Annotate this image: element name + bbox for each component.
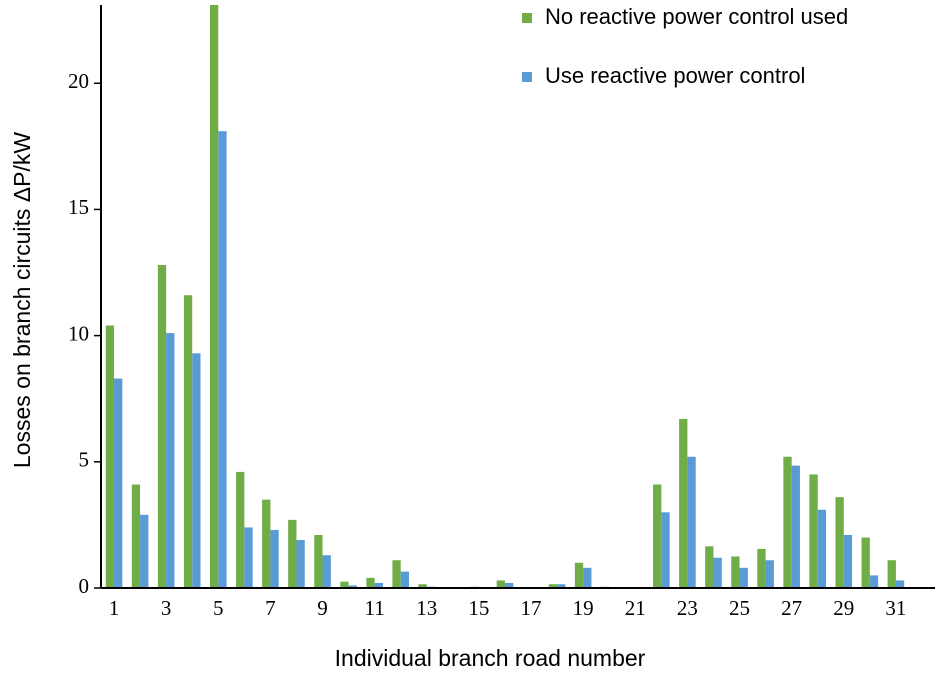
bar bbox=[557, 584, 566, 588]
legend-swatch bbox=[522, 72, 532, 82]
bar bbox=[270, 529, 279, 588]
x-tick-label: 11 bbox=[365, 596, 385, 620]
bar bbox=[869, 575, 879, 588]
bar bbox=[105, 325, 115, 588]
x-tick-label: 9 bbox=[317, 596, 328, 620]
bar bbox=[731, 556, 740, 588]
legend-label: Use reactive power control bbox=[545, 63, 805, 88]
bar bbox=[705, 546, 714, 588]
x-tick-label: 31 bbox=[885, 596, 906, 620]
bar bbox=[236, 471, 245, 588]
x-axis-title: Individual branch road number bbox=[335, 645, 646, 671]
x-tick-label: 17 bbox=[521, 596, 542, 620]
bar bbox=[340, 581, 349, 588]
bar bbox=[653, 484, 662, 588]
bar bbox=[418, 584, 427, 588]
bar bbox=[114, 378, 123, 588]
x-tick-label: 27 bbox=[781, 596, 802, 620]
bar bbox=[791, 465, 800, 588]
y-axis-title: Losses on branch circuits ΔP/kW bbox=[9, 132, 35, 468]
bar bbox=[366, 577, 375, 588]
bar bbox=[392, 560, 401, 588]
bar bbox=[548, 584, 558, 588]
bar bbox=[713, 557, 722, 588]
bar bbox=[783, 456, 792, 588]
bar bbox=[861, 537, 870, 588]
y-tick-label: 10 bbox=[68, 321, 89, 345]
x-tick-label: 7 bbox=[265, 596, 276, 620]
legend-label: No reactive power control used bbox=[545, 4, 848, 29]
bar bbox=[687, 456, 696, 588]
bar bbox=[183, 295, 193, 588]
bar bbox=[843, 535, 853, 588]
bar bbox=[809, 474, 818, 588]
x-tick-label: 5 bbox=[213, 596, 224, 620]
bar bbox=[374, 582, 383, 588]
legend-swatch bbox=[522, 13, 532, 23]
x-tick-label: 25 bbox=[729, 596, 750, 620]
bar bbox=[504, 582, 514, 588]
bar bbox=[296, 540, 305, 588]
bar bbox=[192, 353, 201, 588]
x-tick-label: 29 bbox=[833, 596, 854, 620]
bar bbox=[348, 585, 357, 588]
bar bbox=[583, 567, 592, 588]
bar bbox=[157, 264, 167, 588]
x-tick-label: 19 bbox=[573, 596, 594, 620]
bar bbox=[739, 567, 748, 588]
y-tick-label: 5 bbox=[79, 448, 90, 472]
bar bbox=[817, 509, 827, 588]
y-tick-label: 20 bbox=[68, 69, 89, 93]
bar bbox=[209, 5, 219, 588]
bar bbox=[288, 519, 297, 588]
y-tick-label: 15 bbox=[68, 195, 89, 219]
bar bbox=[218, 131, 227, 588]
bar bbox=[757, 548, 766, 588]
bar bbox=[166, 333, 175, 588]
bar bbox=[679, 418, 688, 588]
x-tick-label: 15 bbox=[468, 596, 489, 620]
bar bbox=[895, 580, 905, 588]
bar bbox=[835, 497, 844, 588]
x-tick-label: 13 bbox=[416, 596, 437, 620]
bar bbox=[765, 560, 774, 588]
bar bbox=[574, 562, 584, 588]
bar bbox=[322, 555, 331, 588]
bar bbox=[244, 527, 253, 588]
x-tick-label: 23 bbox=[677, 596, 698, 620]
x-tick-label: 21 bbox=[625, 596, 646, 620]
y-tick-label: 0 bbox=[79, 574, 90, 598]
bar bbox=[661, 512, 670, 588]
bar bbox=[496, 580, 505, 588]
bar bbox=[400, 571, 410, 588]
bar bbox=[887, 560, 896, 588]
bar bbox=[131, 484, 141, 588]
bar bbox=[314, 535, 323, 588]
bar bbox=[262, 499, 271, 588]
bar bbox=[140, 514, 149, 588]
x-tick-label: 3 bbox=[161, 596, 172, 620]
x-tick-label: 1 bbox=[109, 596, 120, 620]
